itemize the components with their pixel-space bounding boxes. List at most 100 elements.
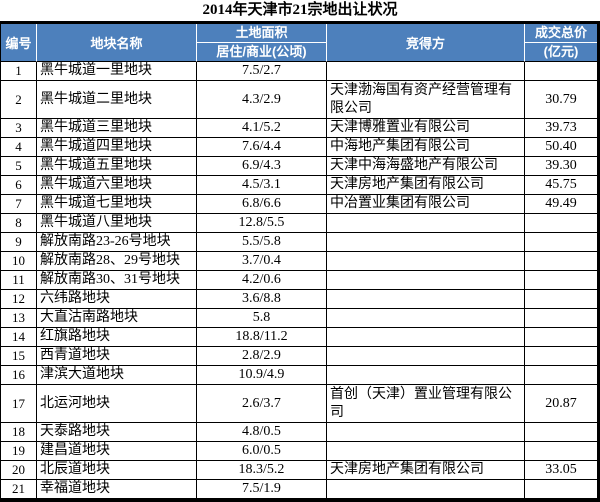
table-row: 1 黑牛城道一里地块 7.5/2.7 bbox=[1, 62, 597, 81]
cell-parcel-number: 2 bbox=[1, 81, 37, 119]
cell-winning-bidder bbox=[327, 252, 525, 271]
cell-parcel-name: 黑牛城道五里地块 bbox=[37, 157, 197, 176]
table-row: 6 黑牛城道六里地块 4.5/3.1 天津房地产集团有限公司 45.75 bbox=[1, 176, 597, 195]
cell-land-area: 2.8/2.9 bbox=[197, 347, 327, 366]
cell-parcel-name: 解放南路28、29号地块 bbox=[37, 252, 197, 271]
cell-total-price bbox=[525, 233, 597, 252]
table-row: 16 津滨大道地块 10.9/4.9 bbox=[1, 366, 597, 385]
cell-land-area: 6.0/0.5 bbox=[197, 442, 327, 461]
cell-land-area: 18.8/11.2 bbox=[197, 328, 327, 347]
cell-parcel-name: 解放南路23-26号地块 bbox=[37, 233, 197, 252]
cell-land-area: 4.5/3.1 bbox=[197, 176, 327, 195]
cell-land-area: 4.8/0.5 bbox=[197, 423, 327, 442]
table-row: 12 六纬路地块 3.6/8.8 bbox=[1, 290, 597, 309]
cell-parcel-number: 6 bbox=[1, 176, 37, 195]
cell-winning-bidder bbox=[327, 366, 525, 385]
cell-land-area: 5.5/5.8 bbox=[197, 233, 327, 252]
cell-land-area: 6.8/6.6 bbox=[197, 195, 327, 214]
table-row: 7 黑牛城道七里地块 6.8/6.6 中冶置业集团有限公司 49.49 bbox=[1, 195, 597, 214]
cell-winning-bidder: 中冶置业集团有限公司 bbox=[327, 195, 525, 214]
cell-land-area: 18.3/5.2 bbox=[197, 461, 327, 480]
cell-winning-bidder bbox=[327, 271, 525, 290]
cell-land-area: 6.9/4.3 bbox=[197, 157, 327, 176]
cell-total-price: 33.05 bbox=[525, 461, 597, 480]
cell-parcel-number: 16 bbox=[1, 366, 37, 385]
cell-parcel-number: 18 bbox=[1, 423, 37, 442]
cell-total-price: 50.40 bbox=[525, 138, 597, 157]
cell-parcel-number: 21 bbox=[1, 480, 37, 499]
cell-total-price bbox=[525, 328, 597, 347]
cell-winning-bidder bbox=[327, 423, 525, 442]
cell-winning-bidder bbox=[327, 309, 525, 328]
cell-parcel-number: 1 bbox=[1, 62, 37, 81]
cell-parcel-name: 北运河地块 bbox=[37, 385, 197, 423]
cell-winning-bidder: 首创（天津）置业管理有限公司 bbox=[327, 385, 525, 423]
table-row: 21 幸福道地块 7.5/1.9 bbox=[1, 480, 597, 499]
table-row: 11 解放南路30、31号地块 4.2/0.6 bbox=[1, 271, 597, 290]
cell-total-price bbox=[525, 347, 597, 366]
cell-parcel-number: 19 bbox=[1, 442, 37, 461]
cell-parcel-name: 幸福道地块 bbox=[37, 480, 197, 499]
table-row: 14 红旗路地块 18.8/11.2 bbox=[1, 328, 597, 347]
cell-parcel-name: 天泰路地块 bbox=[37, 423, 197, 442]
cell-total-price: 39.73 bbox=[525, 119, 597, 138]
cell-parcel-name: 六纬路地块 bbox=[37, 290, 197, 309]
cell-winning-bidder bbox=[327, 290, 525, 309]
table-row: 15 西青道地块 2.8/2.9 bbox=[1, 347, 597, 366]
table-row: 19 建昌道地块 6.0/0.5 bbox=[1, 442, 597, 461]
col-header-number: 编号 bbox=[1, 24, 37, 62]
table-row: 2 黑牛城道二里地块 4.3/2.9 天津渤海国有资产经营管理有限公司 30.7… bbox=[1, 81, 597, 119]
cell-parcel-name: 红旗路地块 bbox=[37, 328, 197, 347]
cell-parcel-name: 建昌道地块 bbox=[37, 442, 197, 461]
cell-total-price bbox=[525, 480, 597, 499]
cell-total-price bbox=[525, 423, 597, 442]
cell-land-area: 12.8/5.5 bbox=[197, 214, 327, 233]
cell-land-area: 3.6/8.8 bbox=[197, 290, 327, 309]
area-header-title: 土地面积 bbox=[197, 24, 326, 43]
cell-parcel-name: 黑牛城道七里地块 bbox=[37, 195, 197, 214]
cell-winning-bidder bbox=[327, 480, 525, 499]
price-header-unit: (亿元) bbox=[543, 44, 579, 59]
cell-total-price: 49.49 bbox=[525, 195, 597, 214]
table-row: 20 北辰道地块 18.3/5.2 天津房地产集团有限公司 33.05 bbox=[1, 461, 597, 480]
cell-parcel-number: 8 bbox=[1, 214, 37, 233]
cell-parcel-number: 11 bbox=[1, 271, 37, 290]
cell-winning-bidder: 天津房地产集团有限公司 bbox=[327, 461, 525, 480]
cell-parcel-number: 15 bbox=[1, 347, 37, 366]
table-row: 4 黑牛城道四里地块 7.6/4.4 中海地产集团有限公司 50.40 bbox=[1, 138, 597, 157]
area-header-sub: 居住/商业(公顷) bbox=[216, 44, 307, 59]
cell-parcel-number: 7 bbox=[1, 195, 37, 214]
table-row: 3 黑牛城道三里地块 4.1/5.2 天津博雅置业有限公司 39.73 bbox=[1, 119, 597, 138]
cell-parcel-number: 13 bbox=[1, 309, 37, 328]
cell-parcel-name: 黑牛城道四里地块 bbox=[37, 138, 197, 157]
page-title: 2014年天津市21宗地出让状况 bbox=[202, 2, 398, 18]
col-header-price: 成交总价 (亿元) bbox=[525, 24, 597, 62]
cell-winning-bidder bbox=[327, 62, 525, 81]
col-header-bidder: 竞得方 bbox=[327, 24, 525, 62]
land-table: 编号 地块名称 土地面积 居住/商业(公顷) 竞得方 成交总价 (亿元) 1 黑… bbox=[0, 21, 600, 502]
table-row: 5 黑牛城道五里地块 6.9/4.3 天津中海海盛地产有限公司 39.30 bbox=[1, 157, 597, 176]
col-header-area: 土地面积 居住/商业(公顷) bbox=[197, 24, 327, 62]
cell-winning-bidder bbox=[327, 442, 525, 461]
cell-parcel-number: 3 bbox=[1, 119, 37, 138]
cell-parcel-number: 20 bbox=[1, 461, 37, 480]
table-body: 1 黑牛城道一里地块 7.5/2.7 2 黑牛城道二里地块 4.3/2.9 天津… bbox=[1, 62, 597, 499]
cell-winning-bidder: 天津中海海盛地产有限公司 bbox=[327, 157, 525, 176]
cell-land-area: 10.9/4.9 bbox=[197, 366, 327, 385]
table-row: 18 天泰路地块 4.8/0.5 bbox=[1, 423, 597, 442]
cell-winning-bidder: 天津渤海国有资产经营管理有限公司 bbox=[327, 81, 525, 119]
cell-total-price bbox=[525, 214, 597, 233]
cell-parcel-name: 黑牛城道二里地块 bbox=[37, 81, 197, 119]
cell-land-area: 3.7/0.4 bbox=[197, 252, 327, 271]
cell-total-price: 39.30 bbox=[525, 157, 597, 176]
cell-total-price bbox=[525, 271, 597, 290]
cell-land-area: 4.3/2.9 bbox=[197, 81, 327, 119]
cell-parcel-number: 4 bbox=[1, 138, 37, 157]
price-header-title: 成交总价 bbox=[525, 24, 597, 43]
cell-total-price: 45.75 bbox=[525, 176, 597, 195]
cell-land-area: 4.2/0.6 bbox=[197, 271, 327, 290]
table-header-row: 编号 地块名称 土地面积 居住/商业(公顷) 竞得方 成交总价 (亿元) bbox=[1, 24, 597, 62]
table-row: 8 黑牛城道八里地块 12.8/5.5 bbox=[1, 214, 597, 233]
table-row: 10 解放南路28、29号地块 3.7/0.4 bbox=[1, 252, 597, 271]
